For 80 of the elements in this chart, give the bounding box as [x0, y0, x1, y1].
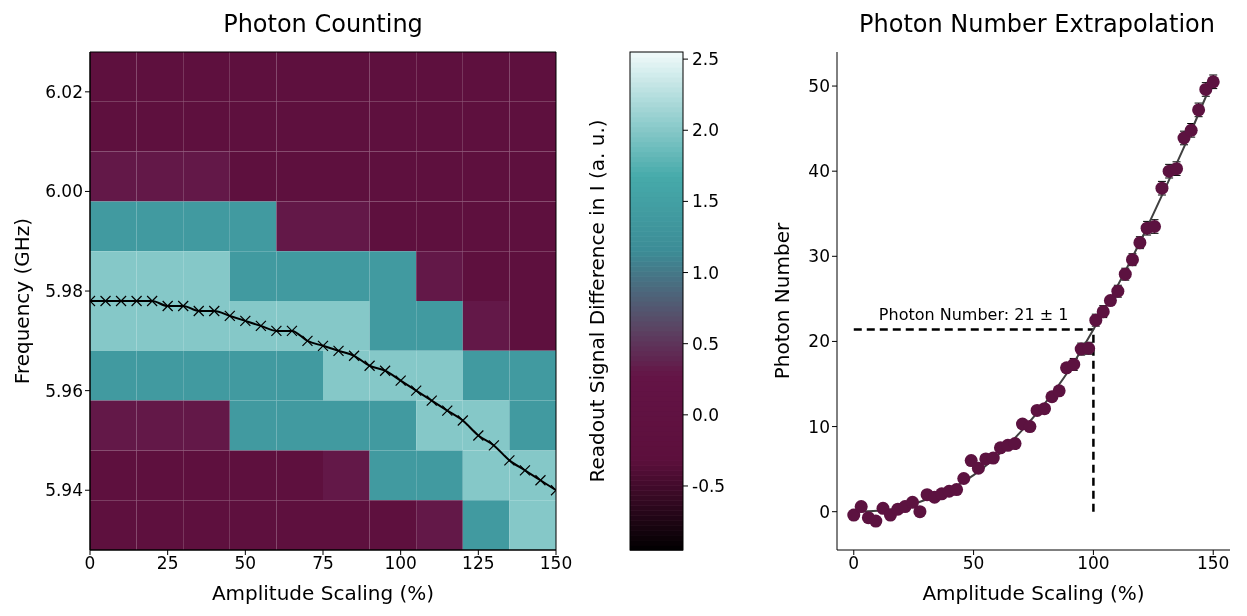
point — [1103, 294, 1117, 308]
point — [1023, 420, 1037, 434]
point — [379, 365, 391, 377]
point — [913, 505, 927, 519]
point — [847, 508, 861, 522]
y-tick-label: 5.94 — [45, 480, 83, 501]
x-tick-label: 50 — [234, 553, 257, 574]
point — [441, 404, 453, 417]
point — [905, 495, 919, 509]
x-tick-label: 100 — [1077, 553, 1110, 574]
x-tick-label: 125 — [462, 553, 495, 574]
point — [971, 461, 985, 475]
x-tick-label: 100 — [384, 553, 417, 574]
point — [193, 305, 205, 317]
point — [1008, 437, 1022, 451]
y-tick-label: 30 — [808, 246, 830, 267]
point — [457, 414, 469, 427]
point — [1038, 402, 1052, 416]
point — [255, 320, 267, 332]
point — [317, 340, 329, 352]
point — [472, 429, 484, 442]
y-tick-label: 6.02 — [45, 81, 83, 102]
y-axis-title: Photon Number — [770, 222, 795, 380]
color-bar-label: 1.0 — [692, 262, 720, 283]
x-tick-label: 0 — [84, 553, 96, 574]
point — [301, 335, 314, 347]
point — [986, 451, 1000, 465]
x-tick-label: 25 — [156, 553, 179, 574]
y-tick-label: 0 — [819, 501, 830, 522]
y-tick-label: 20 — [808, 331, 830, 352]
point — [519, 464, 531, 476]
point — [426, 395, 438, 407]
chart-title: Photon Counting — [222, 10, 424, 38]
point — [503, 454, 515, 466]
x-tick-label: 150 — [539, 553, 573, 574]
color-bar-label: -0.5 — [692, 475, 726, 496]
point — [270, 325, 282, 337]
point — [208, 305, 220, 317]
ref-line-label: Photon Number: 21 ± 1 — [878, 304, 1069, 324]
chart-title: Photon Number Extrapolation — [858, 10, 1216, 38]
y-tick-label: 6.00 — [45, 181, 83, 202]
color-bar-label: 0.5 — [692, 333, 720, 354]
x-tick-label: 75 — [312, 553, 334, 574]
point — [99, 295, 112, 307]
point — [1052, 384, 1066, 398]
point — [534, 474, 547, 486]
point — [286, 325, 298, 337]
color-bar-title: Readout Signal Difference in I (a. u.) — [585, 119, 609, 483]
x-tick-label: 0 — [848, 553, 860, 574]
point — [348, 350, 360, 362]
color-bar-label: 0.0 — [692, 404, 720, 425]
point — [869, 514, 883, 528]
y-tick-label: 50 — [808, 76, 830, 97]
y-tick-label: 5.98 — [45, 281, 83, 302]
point — [162, 300, 174, 312]
point — [957, 471, 971, 485]
color-bar-label: 2.5 — [692, 49, 720, 70]
x-axis-title: Amplitude Scaling (%) — [211, 581, 435, 605]
y-tick-label: 5.96 — [45, 380, 83, 401]
color-bar-label: 2.0 — [692, 120, 720, 141]
point — [854, 500, 868, 514]
point — [224, 310, 236, 322]
x-axis-title: Amplitude Scaling (%) — [922, 581, 1145, 605]
point — [410, 385, 422, 397]
point — [131, 295, 143, 307]
point — [950, 483, 964, 497]
point — [146, 295, 158, 307]
x-tick-label: 150 — [1197, 553, 1230, 574]
y-tick-label: 10 — [808, 416, 830, 437]
point — [332, 345, 345, 357]
point — [239, 315, 251, 327]
point — [115, 295, 127, 307]
point — [177, 300, 189, 312]
point — [488, 439, 500, 452]
point — [395, 375, 407, 387]
point — [364, 360, 376, 372]
y-tick-label: 40 — [808, 161, 830, 182]
x-tick-label: 50 — [962, 553, 985, 574]
y-axis-title: Frequency (GHz) — [10, 217, 35, 385]
color-bar-label: 1.5 — [692, 191, 720, 212]
